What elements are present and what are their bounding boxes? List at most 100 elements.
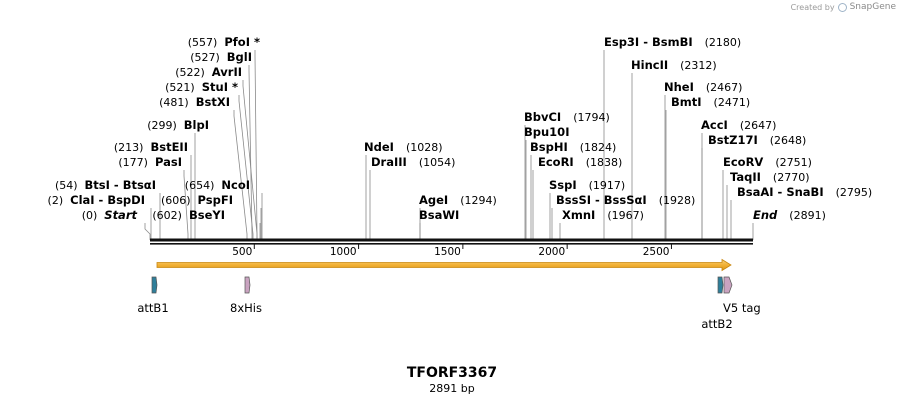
cut-site-lines xyxy=(144,50,754,240)
feature-track: attB1 8xHis V5 tag attB2 xyxy=(137,258,761,331)
enzyme-label: BglI xyxy=(227,50,252,64)
enzyme-label: EcoRI xyxy=(538,155,574,169)
site-position-label: (213) xyxy=(114,141,144,154)
site-position-label: (2180) xyxy=(705,36,742,49)
cut-site-line xyxy=(248,65,253,240)
credit-text: Created by xyxy=(790,2,835,12)
map-title: TFORF3367 xyxy=(406,365,498,381)
attb2-label: attB2 xyxy=(701,317,732,331)
cut-site-labels: PfoI * (557) BglI (527)AvrII (522)StuI * (521… xyxy=(48,35,873,222)
enzyme-label: NheI xyxy=(664,80,694,94)
enzyme-label: DraIII xyxy=(371,155,407,169)
map-length: 2891 bp xyxy=(429,382,475,395)
enzyme-label: XmnI xyxy=(562,208,595,222)
enzyme-label: Start xyxy=(104,208,137,222)
scale-tick-label: 1500 xyxy=(434,246,461,258)
site-position-label: (2891) xyxy=(789,209,826,222)
site-position-label: (2471) xyxy=(714,96,751,109)
site-position-label: (1794) xyxy=(573,111,610,124)
site-position-label: (2647) xyxy=(740,119,777,132)
site-position-label: (2751) xyxy=(775,156,812,169)
cut-site-line xyxy=(254,50,258,240)
enzyme-label: PspFI xyxy=(198,193,233,207)
cut-site-line xyxy=(242,80,258,240)
site-position-label: (2795) xyxy=(836,186,873,199)
enzyme-label: HincII xyxy=(631,58,668,72)
enzyme-label: AvrII xyxy=(212,65,242,79)
enzyme-label: NdeI xyxy=(364,140,394,154)
enzyme-label: BssSI - BssSαI xyxy=(556,193,647,207)
enzyme-label: NcoI xyxy=(221,178,250,192)
site-position-label: (481) xyxy=(159,96,189,109)
enzyme-label: BspHI xyxy=(530,140,568,154)
site-position-label: (1054) xyxy=(419,156,456,169)
site-position-label: (1294) xyxy=(460,194,497,207)
cut-site-line xyxy=(144,223,151,240)
enzyme-label: PfoI * xyxy=(224,35,260,49)
scale-tick-label: 1000 xyxy=(330,246,357,258)
site-position-label: (2) xyxy=(48,194,64,207)
site-position-label: (557) xyxy=(188,36,218,49)
site-position-label: (1928) xyxy=(659,194,696,207)
backbone-strand-bottom xyxy=(150,243,753,245)
site-position-label: (522) xyxy=(175,66,205,79)
site-position-label: (299) xyxy=(147,119,177,132)
site-position-label: (654) xyxy=(185,179,215,192)
enzyme-label: Bpu10I xyxy=(524,125,569,139)
enzyme-label: BsaWI xyxy=(419,208,459,222)
site-position-label: (177) xyxy=(118,156,148,169)
attb1-marker xyxy=(151,276,158,294)
credit-brand: SnapGene xyxy=(849,2,896,12)
enzyme-label: AgeI xyxy=(419,193,448,207)
orf-arrow xyxy=(156,258,732,272)
site-position-label: (2770) xyxy=(773,171,810,184)
backbone-strand-top xyxy=(150,238,753,242)
site-position-label: (602) xyxy=(152,209,182,222)
enzyme-label: PasI xyxy=(155,155,182,169)
enzyme-label: SspI xyxy=(549,178,577,192)
8xhis-marker xyxy=(244,276,251,294)
enzyme-label: BtsI - BtsαI xyxy=(85,178,156,192)
enzyme-label: ClaI - BspDI xyxy=(70,193,145,207)
site-position-label: (1967) xyxy=(607,209,644,222)
site-position-label: (1824) xyxy=(580,141,617,154)
site-position-label: (1838) xyxy=(586,156,623,169)
site-position-label: (521) xyxy=(165,81,195,94)
attb2-marker xyxy=(717,276,724,294)
site-position-label: (527) xyxy=(190,51,220,64)
site-position-label: (54) xyxy=(55,179,78,192)
site-position-label: (1028) xyxy=(406,141,443,154)
enzyme-label: BseYI xyxy=(189,208,225,222)
cut-site-line xyxy=(238,95,254,240)
snapgene-logo-icon xyxy=(837,2,847,12)
enzyme-label: EcoRV xyxy=(723,155,763,169)
enzyme-label: TaqII xyxy=(730,170,761,184)
attb1-label: attB1 xyxy=(137,301,168,315)
sequence-backbone: 500 1000 1500 2000 2500 xyxy=(150,238,753,258)
site-position-label: (606) xyxy=(161,194,191,207)
enzyme-label: BsaAI - SnaBI xyxy=(737,185,824,199)
site-position-label: (2312) xyxy=(680,59,717,72)
scale-tick-label: 2000 xyxy=(538,246,565,258)
8xhis-label: 8xHis xyxy=(230,301,262,315)
v5-tag-label: V5 tag xyxy=(723,301,761,315)
enzyme-label: StuI * xyxy=(202,80,238,94)
enzyme-label: BbvCI xyxy=(524,110,561,124)
scale-tick-label: 500 xyxy=(232,246,252,258)
scale-tick-label: 2500 xyxy=(643,246,670,258)
enzyme-label: Esp3I - BsmBI xyxy=(604,35,693,49)
site-position-label: (2467) xyxy=(706,81,743,94)
site-position-label: (0) xyxy=(82,209,98,222)
enzyme-label: BstEII xyxy=(150,140,188,154)
cut-site-line xyxy=(233,110,248,240)
site-position-label: (1917) xyxy=(589,179,626,192)
enzyme-label: BlpI xyxy=(184,118,209,132)
v5-tag-marker xyxy=(723,276,733,294)
enzyme-label: BstZ17I xyxy=(708,133,758,147)
enzyme-label: End xyxy=(753,208,778,222)
enzyme-label: BmtI xyxy=(671,95,702,109)
snapgene-credit: Created by SnapGene xyxy=(791,2,896,12)
enzyme-label: AccI xyxy=(701,118,728,132)
